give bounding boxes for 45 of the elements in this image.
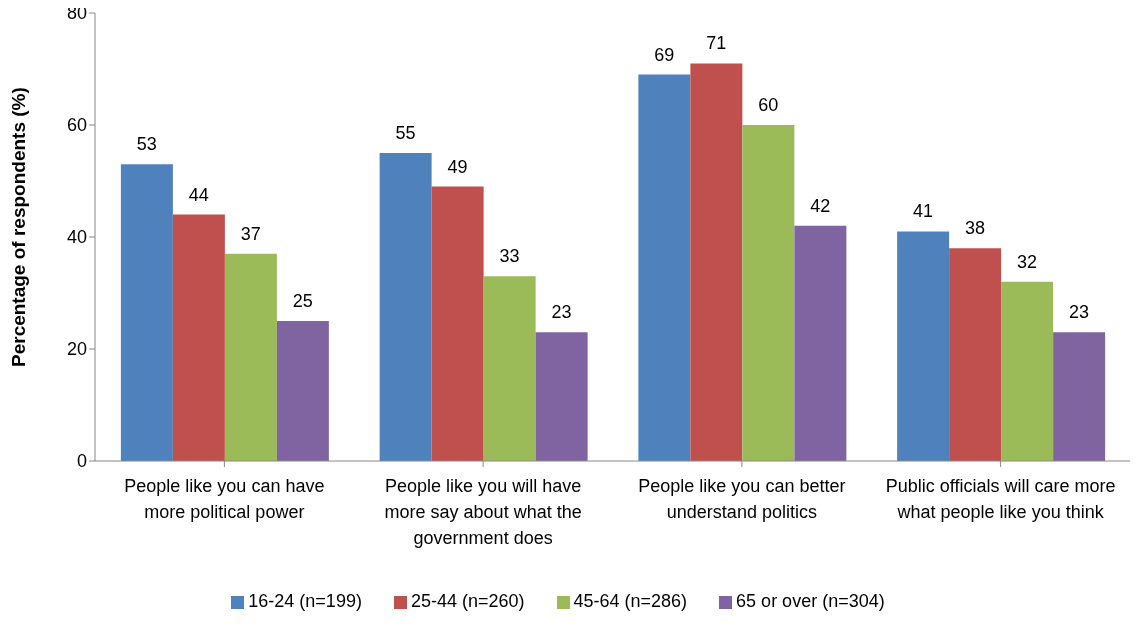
bar <box>1001 281 1054 461</box>
legend-label: 25-44 (n=260) <box>410 591 525 611</box>
bar <box>949 248 1002 461</box>
legend-label: 65 or over (n=304) <box>736 591 885 611</box>
legend-label: 45-64 (n=286) <box>573 591 688 611</box>
data-label: 71 <box>706 33 727 54</box>
legend-label: 16-24 (n=199) <box>248 591 362 611</box>
bar <box>690 63 743 461</box>
y-tick-label: 0 <box>76 451 87 472</box>
data-label: 23 <box>551 302 572 323</box>
bar <box>638 74 691 461</box>
x-tick-label: People like you can better understand politics <box>638 475 846 522</box>
bar <box>379 153 432 461</box>
y-tick-label: 40 <box>66 227 87 248</box>
bar <box>897 231 950 461</box>
data-label: 69 <box>654 44 675 65</box>
data-label: 42 <box>810 195 831 216</box>
bar <box>276 321 329 461</box>
data-label: 33 <box>499 246 520 267</box>
x-tick-label: Public officials will care more what people like you think <box>885 475 1116 522</box>
bar <box>120 164 173 461</box>
y-tick-label: 20 <box>66 339 87 360</box>
bar <box>794 225 847 461</box>
bar <box>431 186 484 461</box>
data-label: 53 <box>136 134 157 155</box>
data-label: 41 <box>913 201 934 222</box>
data-label: 44 <box>188 184 209 205</box>
bar <box>1053 332 1106 461</box>
data-label: 55 <box>395 123 416 143</box>
bar <box>483 276 536 461</box>
data-label: 37 <box>240 223 261 244</box>
x-tick-label: People like you can have more political power <box>124 475 325 522</box>
y-tick-label: 60 <box>66 115 87 136</box>
bar <box>224 253 277 461</box>
bar <box>535 332 588 461</box>
bar <box>172 214 225 461</box>
data-label: 32 <box>1017 251 1038 272</box>
data-label: 49 <box>447 156 468 177</box>
data-label: 60 <box>758 95 779 115</box>
data-label: 38 <box>965 218 986 239</box>
bar <box>742 125 795 461</box>
y-axis-title: Percentage of respondents (%) <box>7 87 29 367</box>
data-label: 23 <box>1069 302 1090 323</box>
data-label: 25 <box>292 291 313 311</box>
x-tick-label: People like you will have more say about what the government does <box>384 475 582 548</box>
